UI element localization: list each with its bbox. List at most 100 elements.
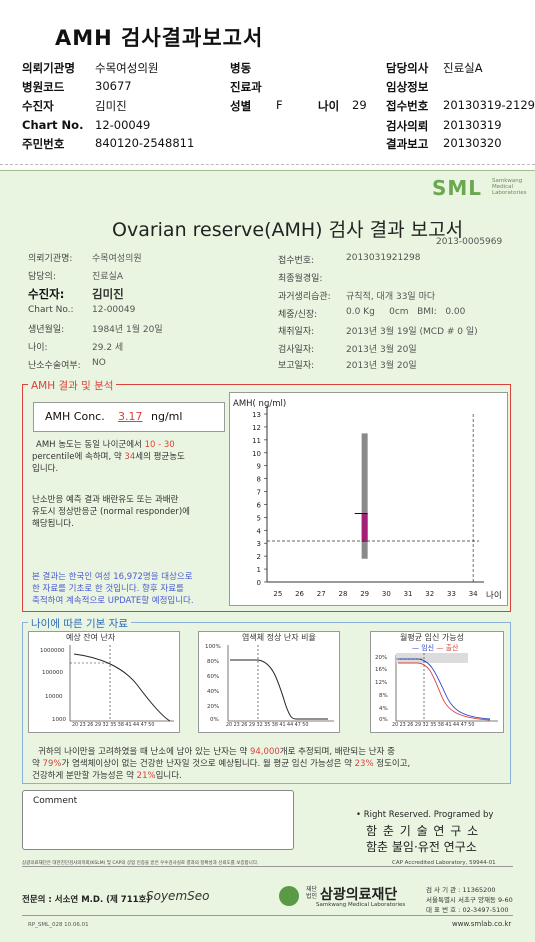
amh-desc-2: percentile에 속하며, 약 34세의 평균농도 bbox=[32, 452, 185, 462]
info-value: 진료실A bbox=[92, 272, 123, 282]
y-axis-label: AMH( ng/ml) bbox=[233, 399, 286, 409]
org-prefix: 재단법인 bbox=[306, 886, 318, 900]
normal-egg-panel bbox=[198, 631, 340, 733]
info-value: 20130319​21298 bbox=[346, 253, 421, 263]
y-tick-label: 1 bbox=[257, 566, 261, 574]
reference-range-bar bbox=[361, 433, 368, 559]
specialist: 전문의 : 서소연 M.D. (제 711호) bbox=[22, 895, 151, 905]
y-tick: 1000 bbox=[52, 717, 66, 723]
rights-line: • Right Reserved. Programed by bbox=[356, 810, 494, 820]
x-ticks: 20 23 26 29 32 35 38 41 44 47 50 bbox=[72, 723, 155, 728]
divider bbox=[0, 164, 535, 166]
normal-egg-title: 염색체 정상 난자 비율 bbox=[242, 633, 316, 642]
y-tick: 1000000 bbox=[40, 648, 65, 654]
amh-desc-1: AMH 농도는 동일 나이군에서 10 - 30 bbox=[36, 440, 175, 450]
divider bbox=[22, 866, 513, 867]
patient-name: 김미진 bbox=[92, 287, 124, 301]
pregnancy-chance-title: 월평균 임신 가능성 bbox=[400, 633, 464, 642]
info-label: 생년월일: bbox=[28, 325, 65, 335]
info-value: 29.2 세 bbox=[92, 343, 124, 353]
amh-desc-5: 유도시 정상반응군 (normal responder)에 bbox=[32, 507, 190, 517]
info-label: 담당의: bbox=[28, 272, 56, 282]
field-label: 검사의뢰 bbox=[386, 119, 429, 133]
doc-number: 2013-0005969 bbox=[436, 237, 503, 247]
x-tick-label: 30 bbox=[382, 590, 391, 598]
field-value: 30677 bbox=[95, 79, 132, 93]
pregnancy-chance-chart bbox=[395, 653, 498, 722]
info-label: Chart No.: bbox=[28, 305, 74, 315]
cap-accreditation: CAP Accredited Laboratory, 59944-01 bbox=[392, 860, 496, 866]
summary-line-3: 건강하게 분만할 가능성은 약 21%입니다. bbox=[32, 771, 182, 781]
field-label: Chart No. bbox=[22, 118, 84, 132]
amh-note-2: 한 자료를 기초로 한 것입니다. 향후 자료를 bbox=[32, 584, 184, 594]
y-tick: 20% bbox=[375, 655, 388, 661]
age-label: 나이 bbox=[318, 99, 340, 113]
y-tick: 100000 bbox=[42, 670, 63, 676]
y-tick-label: 5 bbox=[257, 514, 261, 522]
amh-section bbox=[22, 384, 511, 612]
info-value: 12-00049 bbox=[92, 305, 136, 315]
field-label: 주민번호 bbox=[22, 137, 65, 151]
dept-label: 진료과 bbox=[230, 80, 262, 94]
remaining-eggs-panel bbox=[28, 631, 180, 733]
x-tick-label: 26 bbox=[295, 590, 304, 598]
summary-line-1: 귀하의 나이만을 고려하였을 때 난소에 남아 있는 난자는 약 94,000개… bbox=[38, 747, 395, 757]
form-code: RP_SML_028 10.06.01 bbox=[28, 922, 89, 928]
ward-label: 병동 bbox=[230, 61, 252, 75]
amh-note-3: 축적하여 계속적으로 UPDATE할 예정입니다. bbox=[32, 596, 194, 606]
y-tick: 80% bbox=[207, 659, 220, 665]
y-tick: 40% bbox=[207, 689, 220, 695]
lab-name: 함춘 불임·유전 연구소 bbox=[366, 840, 477, 854]
y-tick-label: 2 bbox=[257, 553, 261, 561]
info-label: 수진자: bbox=[28, 287, 65, 301]
y-tick: 100% bbox=[205, 644, 221, 650]
amh-desc-6: 해당됩니다. bbox=[32, 519, 74, 529]
amh-conc-value: 3.17 bbox=[118, 410, 143, 423]
y-tick: 16% bbox=[375, 667, 388, 673]
info-value: 수목여성의원 bbox=[92, 254, 142, 264]
age-section bbox=[22, 622, 511, 784]
field-value: 김미진 bbox=[95, 99, 127, 113]
age-value: 29 bbox=[352, 98, 367, 112]
phone: 대 표 번 호 : 02-3497-5100 bbox=[426, 906, 509, 914]
sml-logo-sub: Samkwang Medical Laboratories bbox=[492, 178, 527, 196]
y-tick-label: 11 bbox=[252, 437, 261, 445]
y-tick-label: 12 bbox=[252, 424, 261, 432]
sex-label: 성별 bbox=[230, 99, 252, 113]
field-label: 결과보고 bbox=[386, 137, 429, 151]
website-link[interactable]: www.smlab.co.kr bbox=[452, 920, 512, 928]
amh-conc-label: AMH Conc. bbox=[45, 410, 105, 423]
x-ticks: 20 23 26 29 32 35 38 41 44 47 50 bbox=[392, 723, 475, 728]
report-title: Ovarian reserve(AMH) 검사 결과 보고서 bbox=[112, 219, 464, 241]
amh-note-1: 본 결과는 한국인 여성 16,972명을 대상으로 bbox=[32, 572, 193, 582]
reg-number: 검 사 기 관 : 11365200 bbox=[426, 886, 496, 894]
field-label: 담당의사 bbox=[386, 61, 429, 75]
sml-logo: SML bbox=[432, 176, 483, 200]
y-tick: 0% bbox=[210, 717, 219, 723]
field-label: 병원코드 bbox=[22, 80, 65, 94]
info-value: NO bbox=[92, 358, 106, 368]
field-value: 840120-2548811 bbox=[95, 136, 195, 150]
x-ticks: 20 23 26 29 32 35 38 41 44 47 50 bbox=[226, 723, 309, 728]
x-tick-label: 29 bbox=[360, 590, 369, 598]
y-tick: 20% bbox=[207, 704, 220, 710]
x-tick-label: 28 bbox=[338, 590, 347, 598]
org-logo-icon bbox=[279, 886, 299, 906]
y-tick-label: 0 bbox=[257, 579, 261, 587]
field-label: 임상정보 bbox=[386, 80, 429, 94]
org-sub: Samkwang Medical Laboratories bbox=[316, 902, 406, 908]
divider bbox=[22, 915, 513, 916]
y-tick-label: 4 bbox=[257, 527, 262, 535]
y-tick-label: 7 bbox=[257, 489, 261, 497]
y-tick-label: 10 bbox=[252, 450, 261, 458]
info-value: 2013년 3월 20일 bbox=[346, 361, 417, 371]
info-label: 보고일자: bbox=[278, 361, 315, 371]
field-value: 20130320 bbox=[443, 136, 502, 150]
normal-egg-chart bbox=[227, 645, 334, 722]
x-tick-label: 31 bbox=[404, 590, 413, 598]
pregnancy-chance-panel bbox=[370, 631, 504, 733]
info-label: 체중/신장: bbox=[278, 310, 318, 320]
info-label: 검사일자: bbox=[278, 345, 315, 355]
summary-line-2: 약 79%가 염색체이상이 없는 건강한 난자일 것으로 예상됩니다. 월 평균… bbox=[32, 759, 411, 769]
x-tick-label: 25 bbox=[273, 590, 282, 598]
